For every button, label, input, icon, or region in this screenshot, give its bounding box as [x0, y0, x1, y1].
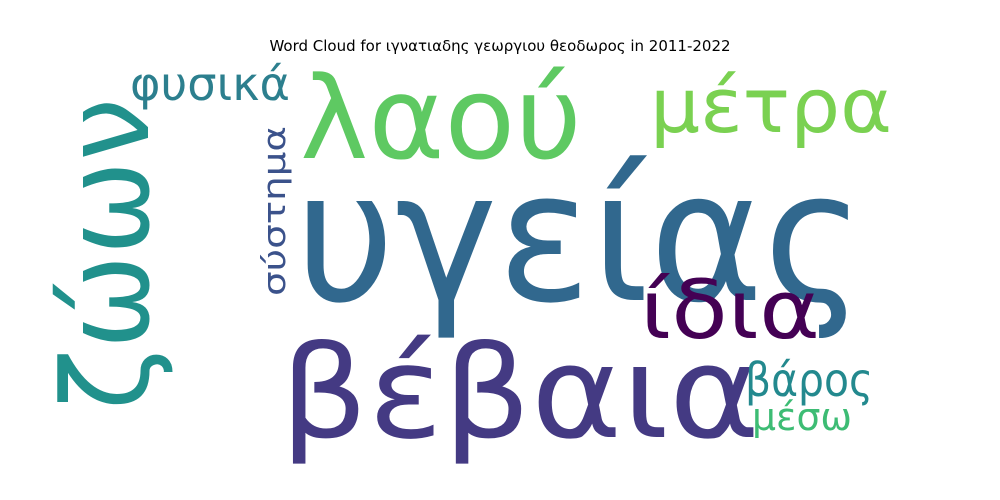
word-7: φυσικά: [130, 57, 290, 111]
word-6: ίδια: [640, 264, 820, 358]
word-2: βέβαια: [280, 319, 760, 468]
word-5: μέτρα: [650, 61, 892, 150]
word-1: υγείας: [295, 132, 865, 343]
word-10: μέσω: [752, 395, 852, 439]
word-3: ζώων: [39, 98, 177, 410]
chart-title: Word Cloud for ιγνατιαδης γεωργιου θεοδω…: [269, 37, 731, 55]
word-9: βάρος: [745, 353, 873, 407]
word-8: σύστημα: [257, 126, 293, 296]
word-4: λαού: [300, 52, 582, 185]
